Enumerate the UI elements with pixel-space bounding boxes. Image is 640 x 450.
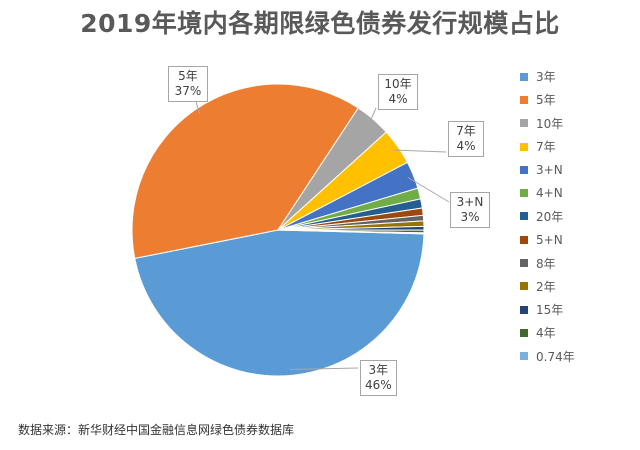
pie-slice-0.74年 — [277, 229, 425, 235]
legend-label: 0.74年 — [536, 349, 575, 364]
data-label-category: 7年 — [456, 124, 476, 138]
legend-label: 4+N — [536, 186, 563, 201]
data-label-percent: 3% — [460, 210, 480, 224]
legend-swatch — [520, 165, 528, 174]
legend-item-3+N: 3+N — [520, 158, 635, 181]
data-label-category: 10年 — [384, 77, 412, 91]
data-label-3+N: 3+N 3% — [450, 192, 490, 228]
legend-label: 5年 — [536, 93, 556, 108]
legend-item-8年: 8年 — [520, 251, 635, 274]
legend-swatch — [520, 259, 528, 268]
data-label-percent: 4% — [388, 92, 408, 106]
legend-label: 5+N — [536, 232, 563, 247]
legend-swatch — [520, 352, 528, 361]
legend-swatch — [520, 305, 528, 314]
chart-title: 2019年境内各期限绿色债券发行规模占比 — [80, 9, 560, 38]
legend-item-7年: 7年 — [520, 135, 635, 158]
legend-label: 3+N — [536, 162, 563, 177]
leader-line-3+N — [407, 176, 450, 203]
data-label-category: 3+N — [456, 195, 484, 209]
leader-line-7年 — [392, 149, 447, 153]
legend-swatch — [520, 142, 528, 151]
pie-slice-5年 — [131, 83, 359, 260]
legend-item-10年: 10年 — [520, 112, 635, 135]
legend-swatch — [520, 119, 528, 128]
legend-swatch — [520, 95, 528, 104]
data-label-category: 3年 — [368, 363, 389, 377]
data-label-percent: 4% — [456, 139, 476, 153]
legend-item-20年: 20年 — [520, 205, 635, 228]
pie-slice-3年 — [134, 229, 425, 377]
legend-label: 2年 — [536, 279, 556, 294]
leader-line-3年 — [289, 367, 359, 370]
legend-swatch — [520, 235, 528, 244]
leader-line-5年 — [195, 101, 201, 115]
legend-item-5年: 5年 — [520, 88, 635, 111]
data-label-5年: 5年 37% — [168, 66, 208, 102]
data-label-3年: 3年 46% — [360, 360, 397, 396]
legend-label: 3年 — [536, 70, 556, 85]
legend-swatch — [520, 189, 528, 198]
legend-item-0.74年: 0.74年 — [520, 345, 635, 368]
legend-item-5+N: 5+N — [520, 228, 635, 251]
legend-label: 15年 — [536, 303, 564, 318]
data-label-category: 5年 — [178, 69, 198, 83]
legend-label: 7年 — [536, 140, 556, 155]
legend-item-3年: 3年 — [520, 65, 635, 88]
data-label-percent: 46% — [365, 378, 392, 392]
legend-item-15年: 15年 — [520, 298, 635, 321]
data-label-percent: 37% — [174, 84, 202, 98]
data-label-10年: 10年 4% — [378, 74, 418, 110]
legend-label: 8年 — [536, 256, 556, 271]
legend-item-4+N: 4+N — [520, 181, 635, 204]
legend-swatch — [520, 328, 528, 337]
legend-label: 20年 — [536, 209, 564, 224]
legend-swatch — [520, 212, 528, 221]
source-note: 数据来源：新华财经中国金融信息网绿色债券数据库 — [18, 423, 295, 437]
leader-line-10年 — [368, 107, 377, 124]
legend-item-4年: 4年 — [520, 321, 635, 344]
legend-item-2年: 2年 — [520, 275, 635, 298]
data-label-7年: 7年 4% — [448, 121, 484, 157]
legend-label: 4年 — [536, 326, 556, 341]
legend-swatch — [520, 72, 528, 81]
legend: 3年 5年 10年 7年 3+N 4+N 20年 5+N 8年 2年 15年 4年 0.74年 — [520, 65, 635, 368]
legend-label: 10年 — [536, 116, 564, 131]
legend-swatch — [520, 282, 528, 291]
